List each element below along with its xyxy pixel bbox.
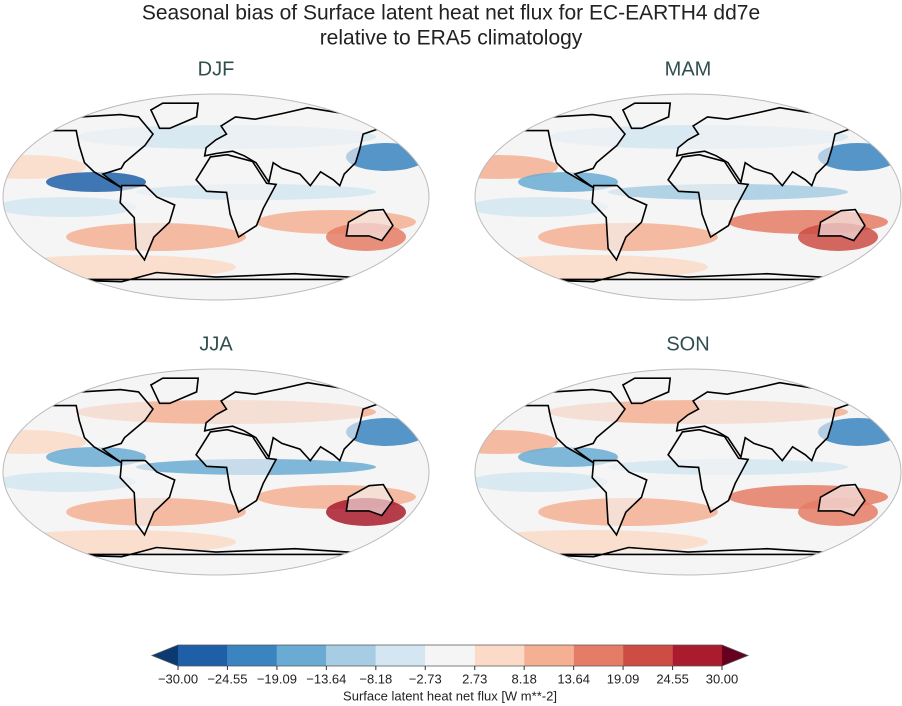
field-blob <box>3 197 136 217</box>
field-blob <box>3 430 86 454</box>
field-blob <box>3 155 86 179</box>
coastline <box>49 388 155 464</box>
coastline <box>345 208 394 242</box>
colorbar-bin <box>227 645 277 666</box>
field-blob <box>3 472 136 492</box>
coastline <box>675 106 868 187</box>
panel-title: MAM <box>665 58 712 80</box>
coastline <box>817 483 866 517</box>
coastline <box>591 184 648 262</box>
field-blob <box>475 197 608 217</box>
title: Seasonal bias of Surface latent heat net… <box>142 2 760 25</box>
colorbar-tick-label: 24.55 <box>656 671 689 686</box>
coastline <box>119 184 176 262</box>
map-border <box>2 368 430 576</box>
field-blob <box>538 498 718 526</box>
field-blob <box>475 472 608 492</box>
coastline <box>591 459 648 537</box>
field-blob <box>475 430 558 454</box>
coastline <box>149 377 200 405</box>
field-blob <box>475 155 558 179</box>
colorbar-bin <box>375 645 426 666</box>
colorbar-tick-label: 13.64 <box>557 671 590 686</box>
coastline <box>667 428 750 514</box>
field-blob <box>538 223 718 251</box>
colorbar-bin <box>623 645 673 666</box>
colorbar-bin <box>178 645 228 666</box>
colorbar-tick-label: −2.73 <box>409 671 442 686</box>
colorbar-bin <box>276 645 327 666</box>
colorbar-tick-label: 2.73 <box>462 671 487 686</box>
coastline <box>817 208 866 242</box>
colorbar-tick-label: −13.64 <box>306 671 346 686</box>
coastline <box>345 483 394 517</box>
colorbar: −30.00 −24.55 −19.09 −13.64 −8.18 −2.73 2.73 8.… <box>150 644 750 703</box>
panel-title: DJF <box>198 58 235 80</box>
colorbar-bin <box>425 645 475 666</box>
colorbar-under <box>152 645 178 666</box>
colorbar-tick-label: −24.55 <box>207 671 247 686</box>
subtitle: relative to ERA5 climatology <box>320 27 583 50</box>
coastline <box>675 381 868 462</box>
coastline <box>203 381 396 462</box>
colorbar-bin <box>474 645 525 666</box>
map-panel <box>3 369 429 575</box>
coastline <box>119 459 176 537</box>
colorbar-over <box>722 645 748 666</box>
map-border <box>474 368 902 576</box>
coastline <box>521 388 627 464</box>
colorbar-bin <box>524 645 574 666</box>
coastline <box>667 153 750 239</box>
panel-title: JJA <box>199 333 233 355</box>
colorbar-label: Surface latent heat net flux [W m**-2] <box>343 688 557 703</box>
colorbar-tick-label: 8.18 <box>512 671 537 686</box>
colorbar-tick-label: −8.18 <box>359 671 392 686</box>
coastline <box>149 102 200 130</box>
field-blob <box>66 498 246 526</box>
coastline <box>621 102 672 130</box>
coastline <box>49 113 155 189</box>
colorbar-tick-label: 30.00 <box>706 671 739 686</box>
coastline <box>621 377 672 405</box>
colorbar-bin <box>326 645 376 666</box>
field-blob <box>66 223 246 251</box>
coastline <box>521 113 627 189</box>
panel-title: SON <box>666 333 709 355</box>
coastline <box>203 106 396 187</box>
colorbar-tick-label: 19.09 <box>607 671 640 686</box>
map-border <box>474 93 902 301</box>
coastline <box>195 428 278 514</box>
colorbar-tick-label: −30.00 <box>158 671 198 686</box>
maps: DJF MAM JJA SON <box>2 58 902 576</box>
colorbar-tick-label: −19.09 <box>257 671 297 686</box>
coastline <box>195 153 278 239</box>
colorbar-bin <box>573 645 624 666</box>
map-panel <box>475 94 901 300</box>
map-panel <box>475 369 901 575</box>
map-border <box>2 93 430 301</box>
colorbar-bin <box>672 645 722 666</box>
